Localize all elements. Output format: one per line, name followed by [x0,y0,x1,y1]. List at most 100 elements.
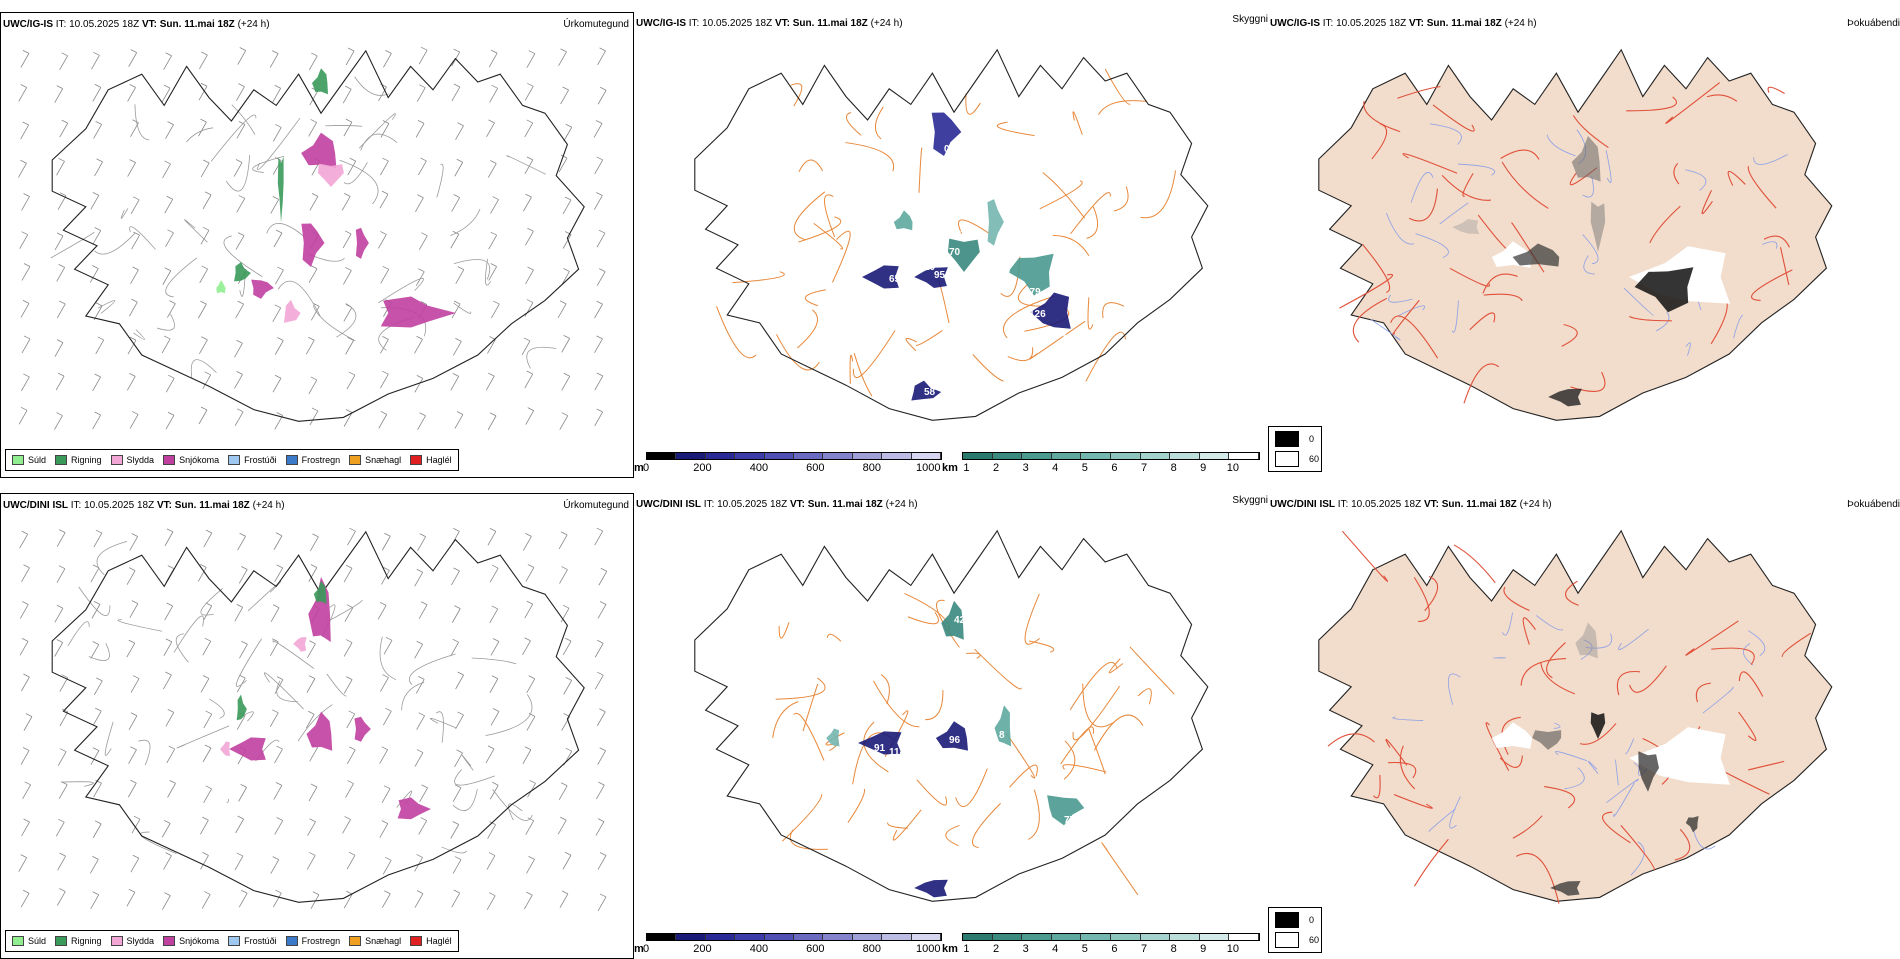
colorbar-block [823,934,853,940]
precip-legend-item: Snæhagl [349,936,401,946]
precip-legend-item: Haglél [410,455,452,465]
colorbar-tick: 800 [862,943,881,955]
legend-label: Rigning [71,936,102,946]
fog-index-panel: UWC/IG-IS IT: 10.05.2025 18Z VT: Sun. 11… [1268,12,1900,478]
ceiling-label: 58 [924,387,936,398]
legend-swatch [12,936,24,946]
colorbar-tick: 2 [992,462,1000,474]
colorbar-block [911,934,942,940]
visibility-area [862,265,899,289]
colorbar-unit: m [634,943,644,955]
visibility-area [1030,292,1071,329]
colorbar-tick: 200 [693,462,712,474]
precip-area [293,637,307,652]
colorbar-tick: 3 [1022,462,1029,474]
colorbar-block [1110,934,1141,940]
precip-legend-item: Frostregn [285,936,340,946]
fog-area [1638,751,1659,792]
precip-area [220,741,231,756]
legend-label: Slydda [126,455,155,465]
colorbar-tick: 6 [1111,462,1118,474]
precip-area [317,163,344,187]
wind-barbs [18,527,608,912]
colorbar-tick: 4 [1052,943,1059,955]
colorbar-tick: 200 [693,943,712,955]
colorbar-block [735,453,765,459]
colorbar-blocks [646,933,942,941]
colorbar-tick: 800 [862,462,881,474]
ceiling-label: 78 [1066,828,1078,839]
colorbar-tick: 1 [963,943,970,955]
panel-title: UWC/DINI ISL IT: 10.05.2025 18Z VT: Sun.… [3,500,285,511]
fog-index-panel: UWC/DINI ISL IT: 10.05.2025 18Z VT: Sun.… [1268,493,1900,959]
precip-legend-item: Frostúði [228,936,277,946]
fog-area [1512,243,1560,267]
colorbar-block [794,453,824,459]
colorbar-tick: 10 [1226,943,1239,955]
ceiling-colorbar: m 0 200 400 600 800 1000 [634,933,944,955]
colorbar-tick: 400 [749,943,769,955]
fog-area [1452,219,1480,234]
colorbar-block [1170,453,1200,459]
colorbar-block [1140,934,1171,940]
precip-type-panel: UWC/DINI ISL IT: 10.05.2025 18Z VT: Sun.… [0,493,634,959]
colorbar-block [764,934,795,940]
visibility-area [914,267,948,288]
colorbar-tick: 4 [1052,462,1059,474]
iceland-land [1318,48,1833,421]
colorbar-ticks: 0 200 400 600 800 1000 [643,462,941,474]
legend-label: Slydda [126,936,155,946]
fog-area [1590,712,1606,739]
legend-swatch [163,455,176,465]
legend-label: 60 [1309,935,1320,945]
panel-parameter: Þokuábendi [1847,18,1900,29]
visibility-area [911,380,942,401]
ceiling-label: 26 [996,254,1008,265]
road-network [716,68,1177,397]
visibility-area [941,600,964,640]
colorbar-blocks [962,933,1260,941]
ceiling-label: 96 [949,735,961,746]
fog-index-legend: 0 60 [1268,907,1322,953]
colorbar-tick: 600 [806,943,825,955]
ceiling-label: 37 [964,142,976,153]
panel-title: UWC/DINI ISL IT: 10.05.2025 18Z VT: Sun.… [1270,499,1552,510]
legend-swatch [349,455,362,465]
legend-swatch [285,455,298,465]
fog-area [1575,622,1598,659]
fog-area [1550,881,1581,896]
legend-label: Rigning [71,455,102,465]
legend-label: Haglél [426,936,452,946]
colorbar-block [963,453,993,459]
ceiling-label: 77 [1064,815,1076,826]
legend-label: Snjókoma [179,455,220,465]
legend-label: Snæhagl [365,936,402,946]
visibility-panel: UWC/DINI ISL IT: 10.05.2025 18Z VT: Sun.… [634,493,1268,959]
legend-label: Frostúði [244,455,277,465]
visibility-area [858,731,902,755]
fog-area [1590,201,1606,252]
colorbar-block [735,934,765,940]
legend-swatch [110,455,123,465]
panel-title: UWC/DINI ISL IT: 10.05.2025 18Z VT: Sun.… [636,499,918,510]
legend-swatch [55,936,68,946]
colorbar-blocks [646,452,942,460]
colorbar-tick: 600 [806,462,825,474]
legend-label: Frostúði [244,936,277,946]
colorbar-block [647,453,677,459]
fog-legend-item: 60 [1275,451,1319,467]
colorbar-tick: 400 [749,462,769,474]
colorbar-block [1110,453,1141,459]
precip-area [229,737,266,761]
iceland-land [1318,529,1833,902]
visibility-area [826,728,840,747]
colorbar-tick: 3 [1022,943,1029,955]
iceland-coastline [694,529,1209,902]
fog-area [1571,136,1601,182]
colorbar-block [1051,934,1082,940]
legend-swatch [228,936,241,946]
legend-swatch [228,455,241,465]
colorbar-block [676,453,706,459]
legend-swatch [349,936,362,946]
legend-swatch [163,936,176,946]
